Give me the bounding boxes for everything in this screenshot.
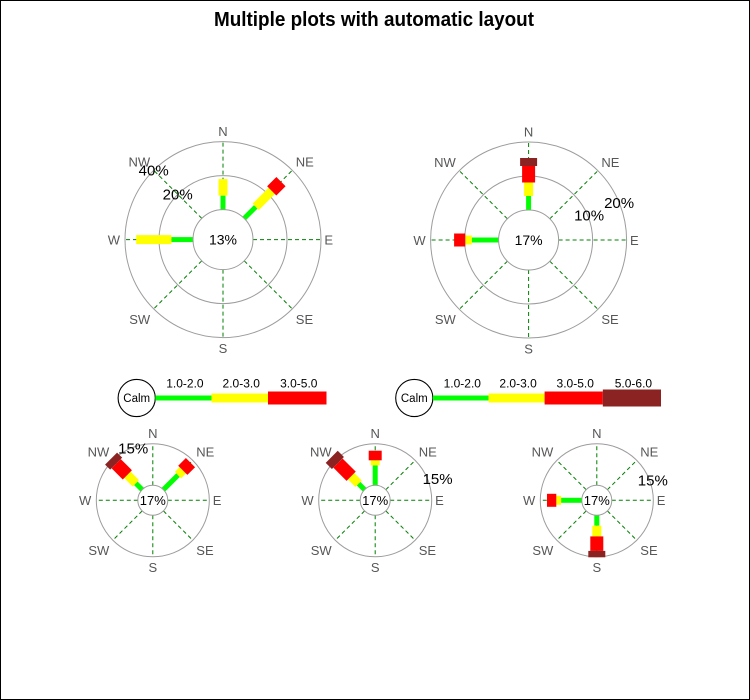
svg-text:SE: SE — [419, 543, 437, 558]
svg-text:SE: SE — [296, 312, 314, 327]
svg-text:S: S — [592, 560, 601, 575]
svg-text:15%: 15% — [638, 472, 668, 489]
svg-text:Calm: Calm — [123, 393, 150, 405]
svg-text:3.0-5.0: 3.0-5.0 — [280, 377, 318, 391]
svg-text:SW: SW — [435, 312, 457, 327]
svg-text:W: W — [523, 493, 536, 508]
svg-text:20%: 20% — [604, 195, 634, 212]
svg-text:NW: NW — [532, 445, 554, 460]
svg-text:W: W — [301, 493, 314, 508]
svg-text:17%: 17% — [362, 493, 388, 508]
svg-text:5.0-6.0: 5.0-6.0 — [615, 377, 653, 391]
svg-text:E: E — [435, 493, 444, 508]
svg-text:SW: SW — [129, 312, 151, 327]
svg-text:1.0-2.0: 1.0-2.0 — [166, 377, 204, 391]
svg-text:S: S — [371, 560, 380, 575]
svg-text:13%: 13% — [209, 232, 237, 248]
svg-text:NW: NW — [310, 445, 332, 460]
svg-text:3.0-5.0: 3.0-5.0 — [557, 377, 595, 391]
svg-text:W: W — [108, 233, 121, 248]
svg-text:Calm: Calm — [401, 393, 428, 405]
svg-text:S: S — [148, 560, 157, 575]
svg-text:E: E — [324, 233, 333, 248]
svg-text:NE: NE — [196, 445, 214, 460]
svg-text:N: N — [148, 426, 157, 441]
svg-text:N: N — [524, 124, 533, 139]
svg-text:E: E — [657, 493, 666, 508]
svg-text:2.0-3.0: 2.0-3.0 — [223, 377, 261, 391]
svg-text:15%: 15% — [118, 441, 148, 458]
svg-text:S: S — [219, 341, 228, 356]
svg-text:N: N — [218, 124, 227, 139]
svg-text:NE: NE — [640, 445, 658, 460]
svg-text:S: S — [524, 341, 533, 356]
svg-text:40%: 40% — [139, 163, 169, 180]
svg-text:W: W — [79, 493, 92, 508]
svg-text:2.0-3.0: 2.0-3.0 — [499, 377, 537, 391]
svg-text:SE: SE — [640, 543, 658, 558]
svg-text:NE: NE — [419, 445, 437, 460]
svg-text:SW: SW — [88, 543, 110, 558]
svg-text:17%: 17% — [140, 493, 166, 508]
svg-text:W: W — [413, 233, 426, 248]
svg-text:E: E — [213, 493, 222, 508]
svg-text:15%: 15% — [423, 471, 453, 488]
svg-text:Multiple plots with automatic: Multiple plots with automatic layout — [214, 8, 534, 31]
svg-text:NW: NW — [129, 155, 151, 170]
svg-text:NE: NE — [601, 155, 619, 170]
svg-text:SW: SW — [532, 543, 554, 558]
svg-text:17%: 17% — [515, 232, 543, 248]
svg-text:NW: NW — [88, 445, 110, 460]
svg-text:SE: SE — [601, 312, 619, 327]
svg-text:E: E — [630, 233, 639, 248]
svg-text:N: N — [592, 426, 601, 441]
svg-text:NW: NW — [434, 155, 456, 170]
svg-text:SW: SW — [311, 543, 333, 558]
svg-text:10%: 10% — [574, 207, 604, 224]
svg-text:1.0-2.0: 1.0-2.0 — [444, 377, 482, 391]
svg-text:SE: SE — [196, 543, 214, 558]
svg-text:NE: NE — [296, 155, 314, 170]
svg-text:N: N — [371, 426, 380, 441]
svg-text:20%: 20% — [163, 187, 193, 204]
svg-text:17%: 17% — [584, 493, 610, 508]
